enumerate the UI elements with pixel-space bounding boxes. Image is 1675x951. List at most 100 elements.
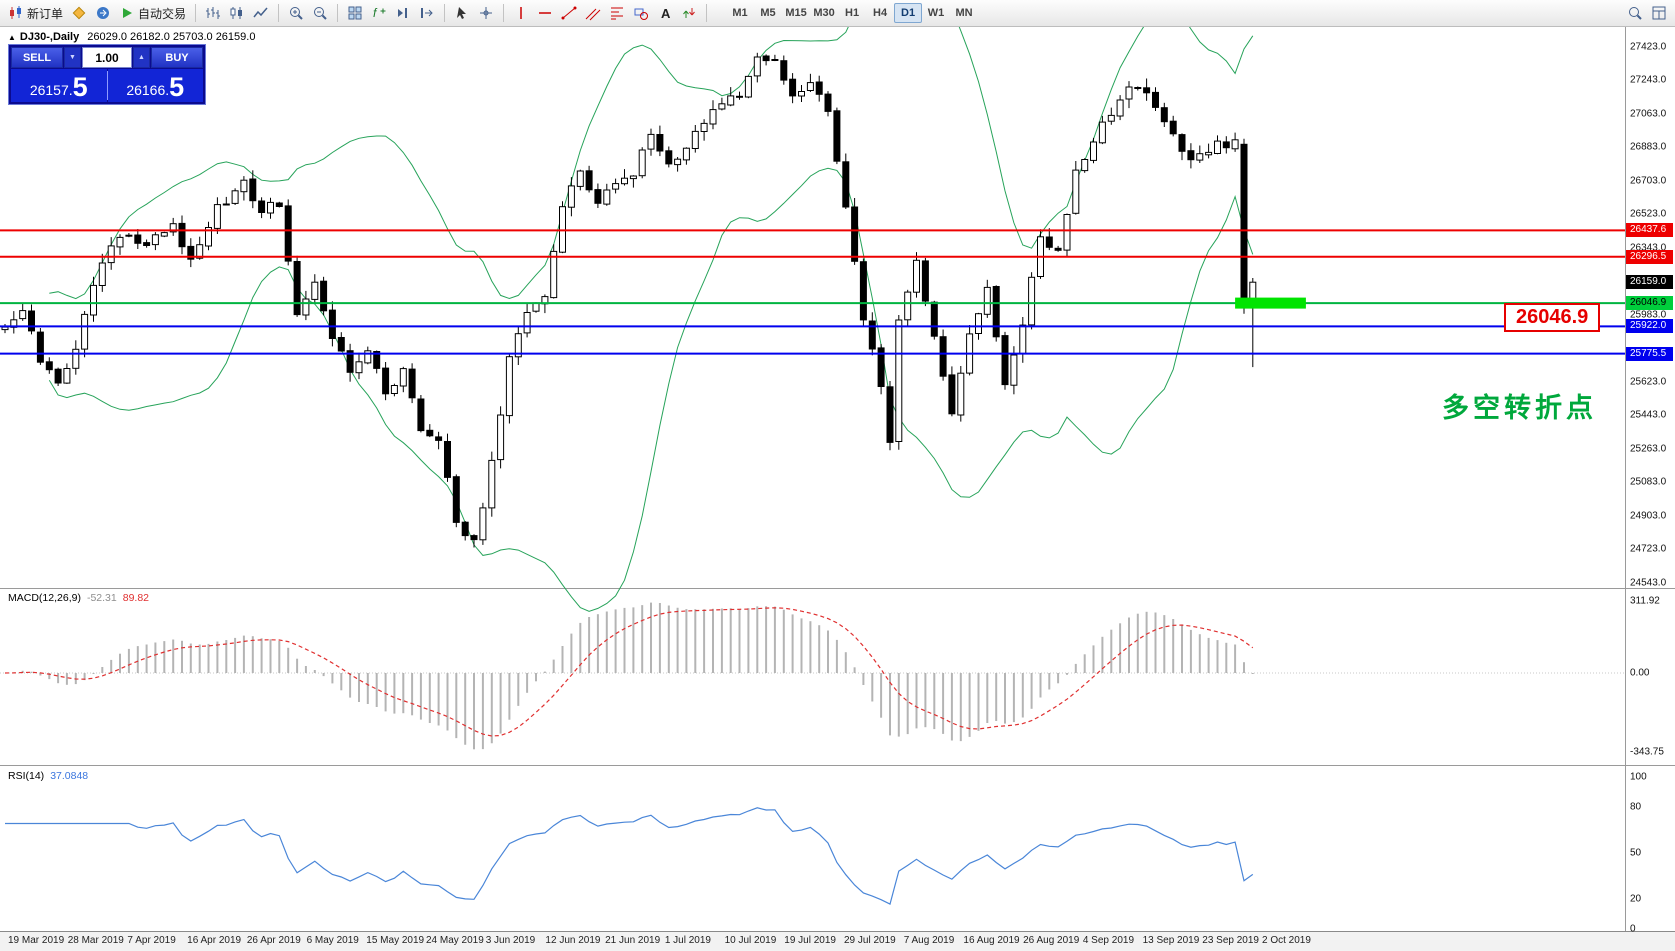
macd-title-text: MACD(12,26,9) <box>8 592 81 604</box>
text-label-button[interactable]: A <box>653 2 677 24</box>
fibonacci-button[interactable] <box>605 2 629 24</box>
price-axis-label: 27063.0 <box>1630 108 1667 120</box>
cursor-button[interactable] <box>450 2 474 24</box>
macd-axis-label: 311.92 <box>1630 595 1660 607</box>
terminal-button[interactable] <box>91 2 115 24</box>
toolbar-separator <box>444 4 446 22</box>
volume-decrease-button[interactable]: ▼ <box>64 47 81 68</box>
price-tag: 26437.6 <box>1626 223 1673 238</box>
indicators-icon: f <box>371 5 387 21</box>
date-label: 21 Jun 2019 <box>605 935 661 946</box>
metaeditor-button[interactable] <box>67 2 91 24</box>
volume-down-icon: ▼ <box>69 54 76 61</box>
data-window-button[interactable] <box>1647 2 1671 24</box>
toolbar-right <box>1623 2 1671 24</box>
ask-price-big: 5 <box>169 72 185 102</box>
macd-axis-label: -343.75 <box>1630 746 1664 758</box>
svg-text:f: f <box>373 6 378 20</box>
symbol-title: DJ30-,Daily <box>19 31 80 43</box>
date-label: 29 Jul 2019 <box>843 935 896 946</box>
price-axis-label: 26703.0 <box>1630 175 1667 187</box>
date-label: 4 Sep 2019 <box>1082 935 1135 946</box>
autotrading-button[interactable]: 自动交易 <box>115 2 190 24</box>
vline-icon <box>513 5 529 21</box>
timeframe-m30-button[interactable]: M30 <box>810 3 838 23</box>
scroll-to-end-button[interactable] <box>391 2 415 24</box>
price-axis-label: 25443.0 <box>1630 409 1667 421</box>
bid-price-small: 26157. <box>29 82 73 98</box>
search-button[interactable] <box>1623 2 1647 24</box>
one-click-expand-icon[interactable]: ▲ <box>8 33 16 42</box>
rsi-axis-label: 50 <box>1630 847 1642 859</box>
crosshair-button[interactable] <box>474 2 498 24</box>
shapes-icon <box>633 5 649 21</box>
date-label: 16 Aug 2019 <box>963 935 1020 946</box>
volume-up-icon: ▲ <box>138 54 145 61</box>
volume-increase-button[interactable]: ▲ <box>133 47 150 68</box>
date-label: 23 Sep 2019 <box>1202 935 1259 946</box>
trendline-button[interactable] <box>557 2 581 24</box>
date-label: 1 Jul 2019 <box>664 935 711 946</box>
timeframe-w1-button[interactable]: W1 <box>922 3 950 23</box>
timeframe-h1-button[interactable]: H1 <box>838 3 866 23</box>
date-label: 26 Aug 2019 <box>1023 935 1080 946</box>
time-axis[interactable]: 19 Mar 2019 28 Mar 2019 7 Apr 2019 16 Apr 2… <box>0 931 1675 951</box>
symbol-info: ▲ DJ30-,Daily 26029.0 26182.0 25703.0 2615… <box>8 31 255 43</box>
price-axis-label: 25263.0 <box>1630 443 1667 455</box>
rsi-axis-label: 100 <box>1630 771 1647 783</box>
trade-controls-row: SELL ▼ ▲ BUY <box>11 47 203 68</box>
rsi-label: RSI(14) 37.0848 <box>8 770 88 782</box>
timeframe-mn-button[interactable]: MN <box>950 3 978 23</box>
annotation-text: 多空转折点 <box>1442 393 1597 423</box>
timeframe-m5-button[interactable]: M5 <box>754 3 782 23</box>
bar-chart-button[interactable] <box>201 2 225 24</box>
bid-price[interactable]: 26157. 5 <box>11 69 107 102</box>
vertical-line-button[interactable] <box>509 2 533 24</box>
ask-price[interactable]: 26166. 5 <box>107 69 203 102</box>
price-axis-label: 26343.0 <box>1630 242 1667 254</box>
timeframe-m15-button[interactable]: M15 <box>782 3 810 23</box>
rsi-value: 37.0848 <box>50 770 89 782</box>
terminal-icon <box>95 5 111 21</box>
horizontal-line-button[interactable] <box>533 2 557 24</box>
candle-chart-button[interactable] <box>225 2 249 24</box>
price-axis-label: 24723.0 <box>1630 543 1667 555</box>
timeframe-h4-button[interactable]: H4 <box>866 3 894 23</box>
date-label: 28 Mar 2019 <box>67 935 124 946</box>
channel-button[interactable] <box>581 2 605 24</box>
chart-shift-button[interactable] <box>415 2 439 24</box>
one-click-trading-widget: SELL ▼ ▲ BUY 26157.5 26166.5 <box>8 44 206 105</box>
sell-button[interactable]: SELL <box>11 47 63 68</box>
hline-icon <box>537 5 553 21</box>
macd-main-value: -52.31 <box>86 592 117 604</box>
tile-windows-button[interactable] <box>343 2 367 24</box>
new-order-button[interactable]: 新订单 <box>4 2 67 24</box>
line-chart-button[interactable] <box>249 2 273 24</box>
timeframe-m1-button[interactable]: M1 <box>726 3 754 23</box>
macd-axis-label: 0.00 <box>1630 667 1650 679</box>
timeframe-d1-button[interactable]: D1 <box>894 3 923 23</box>
buy-button[interactable]: BUY <box>151 47 203 68</box>
zoom-out-icon <box>312 5 328 21</box>
indicators-button[interactable]: f <box>367 2 391 24</box>
bid-price-big: 5 <box>72 72 88 102</box>
current-price-tag: 26159.0 <box>1626 275 1673 290</box>
zoom-out-button[interactable] <box>308 2 332 24</box>
price-axis-label: 26883.0 <box>1630 141 1667 153</box>
date-label: 3 Jun 2019 <box>485 935 536 946</box>
rsi-axis-label: 80 <box>1630 801 1642 813</box>
date-label: 6 May 2019 <box>306 935 359 946</box>
arrows-icon <box>681 5 697 21</box>
zoom-in-button[interactable] <box>284 2 308 24</box>
price-divider <box>106 71 108 100</box>
new-order-icon <box>8 5 24 21</box>
price-axis-label: 27423.0 <box>1630 41 1667 53</box>
date-label: 13 Sep 2019 <box>1142 935 1200 946</box>
arrows-button[interactable] <box>677 2 701 24</box>
shapes-button[interactable] <box>629 2 653 24</box>
date-label: 19 Jul 2019 <box>784 935 836 946</box>
volume-input[interactable] <box>82 47 132 68</box>
toolbar-separator <box>337 4 339 22</box>
